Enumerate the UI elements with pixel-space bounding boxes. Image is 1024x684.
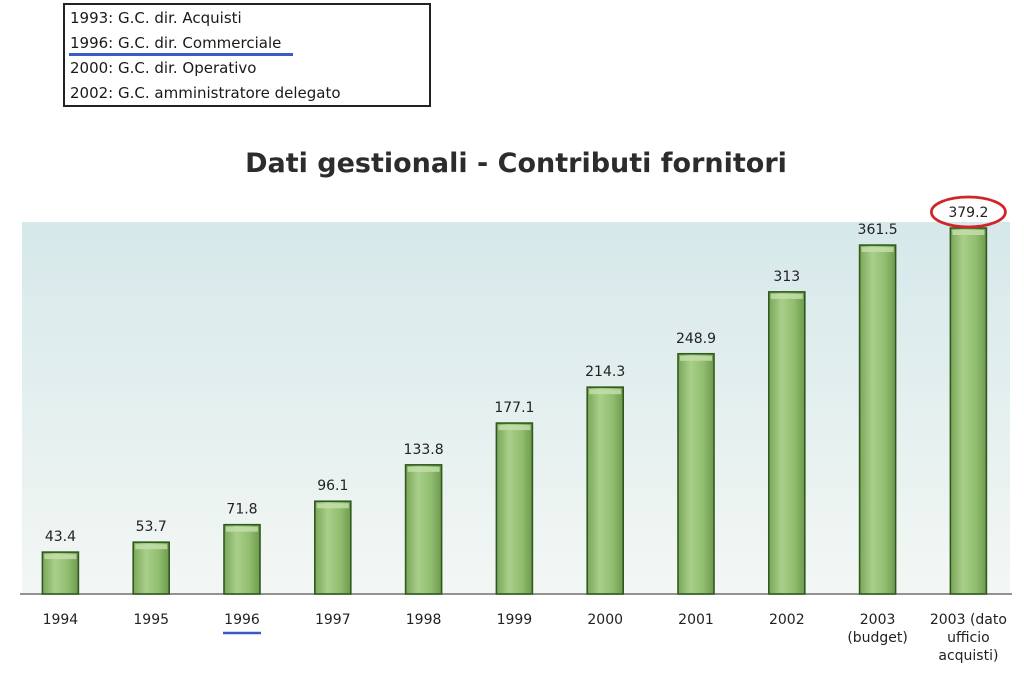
- category-label-7: 2001: [678, 612, 714, 628]
- value-label-4: 133.8: [404, 442, 444, 458]
- bar-top-bevel-5: [498, 425, 531, 431]
- value-label-10: 379.2: [948, 205, 988, 221]
- bar-top-bevel-3: [316, 503, 349, 509]
- bar-2: [223, 523, 261, 595]
- highlight-circle: [930, 195, 1007, 229]
- value-label-1: 53.7: [136, 519, 167, 535]
- bar-top-bevel-7: [680, 355, 712, 361]
- bar-top-bevel-0: [44, 554, 77, 560]
- role-line-2000: 2000: G.C. dir. Operativo: [70, 59, 257, 77]
- bar-1: [132, 541, 170, 595]
- role-line-1996: 1996: G.C. dir. Commerciale: [70, 34, 282, 52]
- category-label-1: 1995: [133, 612, 169, 628]
- role-line-1993: 1993: G.C. dir. Acquisti: [70, 9, 242, 27]
- category-label-3: 1997: [315, 612, 351, 628]
- bar-top-bevel-8: [770, 293, 803, 299]
- value-label-3: 96.1: [317, 478, 348, 494]
- category-label-9: 2003 (budget): [847, 612, 908, 646]
- role-line-2002: 2002: G.C. amministratore delegato: [70, 84, 341, 102]
- value-label-9: 361.5: [858, 222, 898, 238]
- category-label-2: 1996: [224, 612, 260, 628]
- bar-3: [313, 500, 352, 595]
- bar-top-bevel-2: [226, 526, 258, 532]
- bar-top-bevel-4: [407, 466, 440, 472]
- category-label-5: 1999: [497, 612, 533, 628]
- bar-top-bevel-1: [135, 544, 168, 550]
- category-label-8: 2002: [769, 612, 805, 628]
- bar-top-bevel-6: [589, 389, 622, 395]
- category-label-10: 2003 (dato ufficio acquisti): [930, 612, 1007, 664]
- role-1996-underline: [69, 53, 293, 56]
- chart-title: Dati gestionali - Contributi fornitori: [245, 148, 787, 179]
- bar-6: [586, 386, 625, 595]
- bar-8: [767, 291, 806, 595]
- bar-top-bevel-9: [861, 247, 894, 253]
- value-label-0: 43.4: [45, 529, 76, 545]
- bar-4: [404, 464, 443, 595]
- value-label-6: 214.3: [585, 364, 625, 380]
- category-label-6: 2000: [587, 612, 623, 628]
- bar-9: [858, 244, 897, 595]
- value-label-7: 248.9: [676, 331, 716, 347]
- bar-5: [495, 422, 534, 595]
- category-label-0: 1994: [43, 612, 79, 628]
- role-timeline-box: 1993: G.C. dir. Acquisti 1996: G.C. dir.…: [63, 3, 431, 107]
- category-label-4: 1998: [406, 612, 442, 628]
- value-label-2: 71.8: [226, 502, 257, 518]
- value-label-5: 177.1: [494, 400, 534, 416]
- bar-10: [949, 227, 988, 595]
- value-label-8: 313: [773, 269, 800, 285]
- bar-top-bevel-10: [952, 230, 985, 235]
- bar-7: [677, 352, 715, 595]
